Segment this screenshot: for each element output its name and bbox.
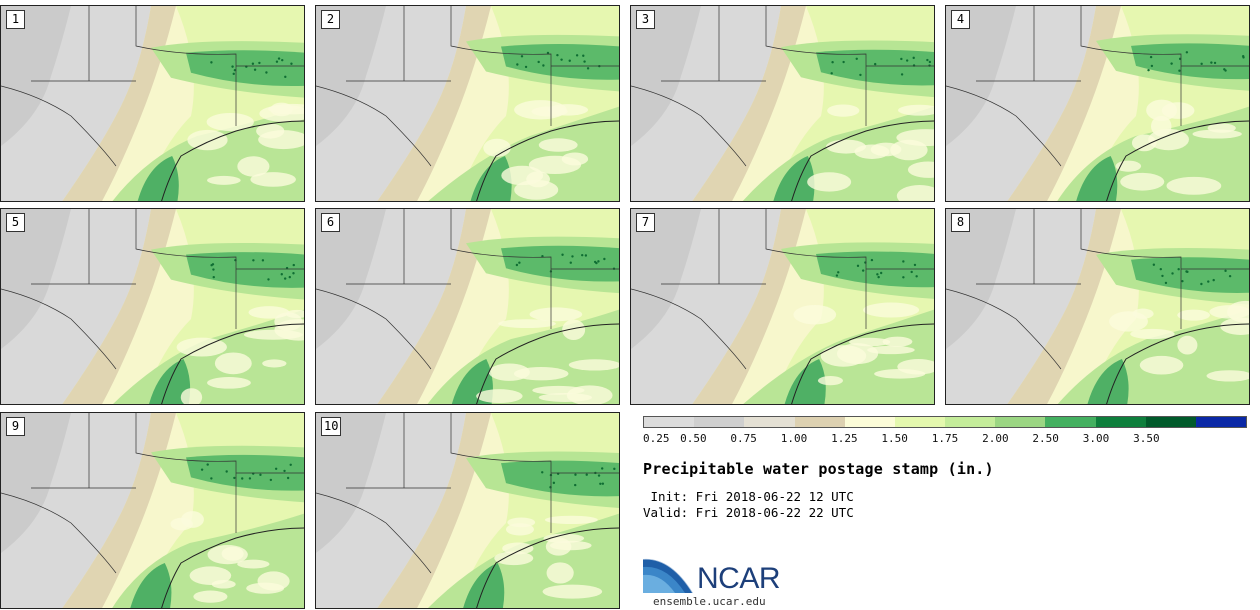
colorbar-bin-7 bbox=[995, 417, 1046, 427]
colorbar-bin-11 bbox=[1195, 417, 1247, 427]
member-number-label: 10 bbox=[321, 417, 342, 436]
colorbar-bin-9 bbox=[1095, 417, 1146, 427]
precipitable-water-map bbox=[631, 209, 934, 404]
member-number-label: 2 bbox=[321, 10, 340, 29]
member-number-label: 5 bbox=[6, 213, 25, 232]
member-number-label: 4 bbox=[951, 10, 970, 29]
postage-stamp-map-10: 10 bbox=[315, 412, 620, 609]
plot-title: Precipitable water postage stamp (in.) bbox=[643, 460, 994, 478]
colorbar-bin-4 bbox=[844, 417, 895, 427]
valid-time: Valid: Fri 2018-06-22 22 UTC bbox=[643, 505, 854, 520]
init-time: Init: Fri 2018-06-22 12 UTC bbox=[643, 489, 854, 504]
precipitable-water-map bbox=[946, 6, 1249, 201]
precipitable-water-map bbox=[1, 413, 304, 608]
ncar-logo-text: NCAR bbox=[697, 562, 781, 595]
colorbar-bin-0 bbox=[644, 417, 695, 427]
colorbar bbox=[643, 416, 1247, 428]
member-number-label: 7 bbox=[636, 213, 655, 232]
colorbar-tick-labels: 0.25 0.50 0.75 1.00 1.25 1.50 1.75 2.00 2.50 3.00… bbox=[643, 432, 1247, 446]
colorbar-bin-10 bbox=[1145, 417, 1196, 427]
ncar-logo-icon bbox=[643, 558, 694, 594]
member-number-label: 9 bbox=[6, 417, 25, 436]
colorbar-tick-label: 3.00 bbox=[1082, 432, 1110, 445]
colorbar-tick-label: 2.00 bbox=[982, 432, 1009, 445]
colorbar-bin-3 bbox=[794, 417, 845, 427]
member-number-label: 3 bbox=[636, 10, 655, 29]
colorbar-bin-2 bbox=[744, 417, 795, 427]
postage-stamp-map-1: 1 bbox=[0, 5, 305, 202]
ensemble-url: ensemble.ucar.edu bbox=[653, 595, 766, 608]
colorbar-bin-8 bbox=[1045, 417, 1096, 427]
postage-stamp-map-9: 9 bbox=[0, 412, 305, 609]
precipitable-water-map bbox=[946, 209, 1249, 404]
member-number-label: 8 bbox=[951, 213, 970, 232]
postage-stamp-map-7: 7 bbox=[630, 208, 935, 405]
member-number-label: 1 bbox=[6, 10, 25, 29]
colorbar-tick-label: 1.00 bbox=[780, 432, 808, 445]
postage-stamp-map-4: 4 bbox=[945, 5, 1250, 202]
colorbar-tick-label: 1.50 bbox=[881, 432, 908, 445]
colorbar-tick-label: 2.50 bbox=[1032, 432, 1059, 445]
colorbar-bin-1 bbox=[694, 417, 745, 427]
postage-stamp-map-6: 6 bbox=[315, 208, 620, 405]
colorbar-tick-label: 1.25 bbox=[831, 432, 858, 445]
colorbar-tick-label: 3.50 bbox=[1133, 432, 1160, 445]
postage-stamp-map-5: 5 bbox=[0, 208, 305, 405]
postage-stamp-map-8: 8 bbox=[945, 208, 1250, 405]
colorbar-tick-label: 0.75 bbox=[730, 432, 757, 445]
colorbar-bin-5 bbox=[894, 417, 946, 427]
colorbar-tick-label: 0.50 bbox=[680, 432, 707, 445]
precipitable-water-map bbox=[1, 6, 304, 201]
colorbar-bin-6 bbox=[945, 417, 996, 427]
postage-stamp-map-2: 2 bbox=[315, 5, 620, 202]
precipitable-water-map bbox=[316, 209, 619, 404]
precipitable-water-map bbox=[316, 6, 619, 201]
colorbar-tick-label: 1.75 bbox=[931, 432, 959, 445]
precipitable-water-map bbox=[316, 413, 619, 608]
precipitable-water-map bbox=[1, 209, 304, 404]
colorbar-tick-label: 0.25 bbox=[643, 432, 670, 445]
member-number-label: 6 bbox=[321, 213, 340, 232]
precipitable-water-map bbox=[631, 6, 934, 201]
postage-stamp-map-3: 3 bbox=[630, 5, 935, 202]
